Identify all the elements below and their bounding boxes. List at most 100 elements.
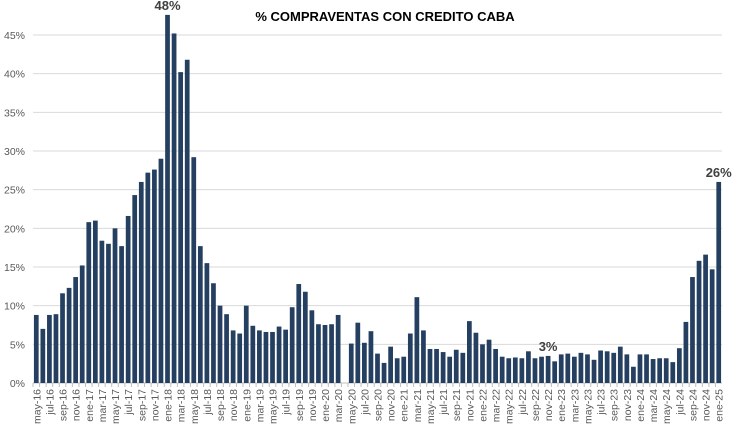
y-tick-label: 40% [4,69,25,81]
bar-oct-22 [539,356,544,383]
bar-jul-16 [47,314,52,383]
bar-jul-19 [283,329,288,383]
x-tick-label: mar-22 [491,389,503,422]
bar-may-23 [585,354,590,383]
x-tick-label: ene-20 [320,389,332,422]
bar-dic-17 [158,158,164,383]
bar-jul-17 [125,215,131,383]
x-tick-label: nov-24 [701,389,713,421]
y-tick-label: 25% [4,185,25,197]
bar-oct-19 [302,291,308,383]
bar-may-21 [427,348,433,383]
x-tick-label: ene-19 [241,389,253,422]
bar-jun-18 [197,246,203,383]
bar-abr-18 [184,59,190,383]
bar-may-18 [191,157,197,383]
bar-sep-20 [375,353,380,383]
bar-jul-23 [598,350,603,383]
x-tick-label: jul-24 [674,389,686,416]
bar-jun-19 [276,326,282,383]
bar-sep-23 [611,352,617,383]
y-tick-label: 15% [4,262,25,274]
x-tick-label: sep-19 [294,389,306,421]
x-tick-label: mar-24 [648,389,660,422]
x-tick-label: sep-16 [58,389,70,421]
bar-ene-25 [716,181,722,383]
x-tick-label: sep-17 [136,389,148,421]
bar-abr-21 [421,330,426,383]
bar-nov-24 [703,254,708,383]
x-tick-label: mar-20 [333,389,345,422]
x-tick-label: may-24 [661,389,673,424]
x-tick-label: jul-22 [517,389,529,416]
x-tick-label: jul-19 [281,389,293,416]
x-tick-label: nov-16 [71,389,83,421]
data-label: 48% [155,0,181,13]
x-tick-label: may-21 [425,389,437,424]
x-tick-label: ene-23 [556,389,568,422]
bar-may-16 [33,314,39,383]
x-tick-label: jul-20 [359,389,371,416]
bar-ago-22 [526,351,531,383]
x-tick-label: may-16 [31,389,43,424]
bar-mar-19 [257,330,262,383]
bar-oct-18 [224,314,229,383]
x-tick-label: jul-16 [44,389,56,416]
bar-abr-22 [499,356,505,383]
bar-ago-18 [211,283,216,383]
bar-feb-18 [171,33,177,383]
bar-oct-20 [381,362,387,383]
bar-dic-19 [316,324,321,383]
bar-dic-24 [709,269,715,383]
x-tick-label: nov-19 [307,389,319,421]
x-tick-label: sep-20 [373,389,385,421]
bar-ago-24 [683,321,689,383]
bar-nov-18 [230,330,236,383]
chart-title: % COMPRAVENTAS CON CREDITO CABA [255,9,515,24]
bar-mar-21 [414,297,420,383]
x-tick-label: ene-25 [714,389,726,422]
bar-abr-19 [263,331,269,383]
x-tick-label: ene-17 [84,389,96,422]
bar-jun-21 [434,348,439,383]
x-tick-label: nov-20 [386,389,398,421]
bar-jul-18 [204,263,210,383]
x-tick-label: nov-17 [149,389,161,421]
bar-jul-20 [362,342,367,383]
bar-ago-23 [604,351,610,383]
bar-ago-20 [368,331,374,383]
bar-feb-24 [644,354,649,383]
x-tick-label: sep-18 [215,389,227,421]
x-axis: may-16 jul-16 sep-16 nov-16 ene-17 mar-17 may-… [31,383,726,424]
x-tick-label: ene-24 [635,389,647,422]
data-label: 26% [706,165,732,180]
bar-dic-23 [631,366,636,383]
y-tick-label: 0% [10,378,25,390]
x-tick-label: nov-22 [543,389,555,421]
bar-nov-20 [388,346,393,383]
bar-ago-19 [289,307,295,383]
bar-nov-21 [467,321,472,383]
y-tick-label: 10% [4,301,25,313]
y-tick-label: 45% [4,30,25,42]
bar-oct-21 [460,352,466,383]
data-label: 3% [539,339,558,354]
bar-ene-17 [86,222,92,383]
y-tick-label: 30% [4,146,25,158]
y-tick-label: 5% [10,339,25,351]
bar-feb-19 [250,325,256,383]
x-tick-label: mar-23 [569,389,581,422]
bar-ene-21 [401,356,407,383]
bar-may-24 [663,358,669,383]
bar-jun-20 [355,322,361,383]
bar-mar-23 [571,356,577,383]
x-tick-label: ene-21 [399,389,411,422]
bar-sep-16 [60,293,65,383]
bar-mar-24 [650,359,656,383]
bar-feb-21 [407,333,413,383]
bar-dic-16 [79,265,85,383]
x-tick-label: jul-17 [123,389,135,416]
bar-ago-16 [53,314,59,383]
bar-feb-22 [486,339,492,383]
bar-jun-23 [591,359,597,383]
